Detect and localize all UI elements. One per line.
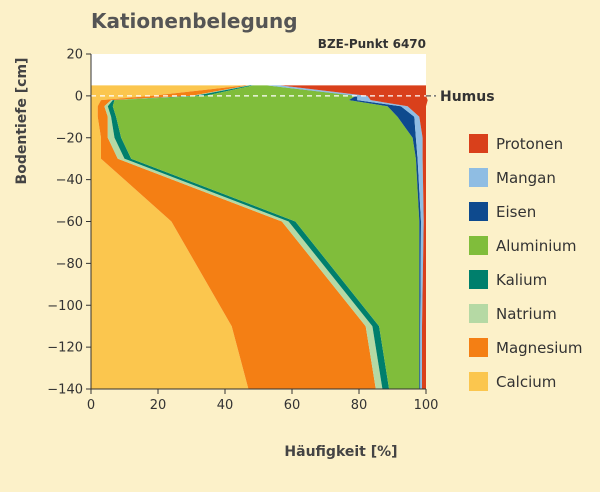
axes: 0 20 40 60 80 100 20 0 −20 −40 −60 −80 −100 −120 −140	[47, 48, 438, 414]
series-area-calcium	[91, 85, 249, 390]
legend-label-aluminium: Aluminium	[496, 237, 577, 255]
legend-label-eisen: Eisen	[496, 203, 536, 221]
legend-label-calcium: Calcium	[496, 373, 556, 391]
chart-title: Kationenbelegung	[91, 9, 298, 33]
y-axis-label: Bodentiefe [cm]	[14, 58, 30, 185]
y-tick-label: −120	[47, 341, 83, 356]
x-tick-label: 0	[87, 398, 95, 413]
x-tick-label: 100	[414, 398, 439, 413]
plot-area: Humus	[91, 54, 495, 390]
legend-swatch-kalium	[469, 270, 488, 289]
legend-swatch-eisen	[469, 202, 488, 221]
y-tick-label: −140	[47, 383, 83, 398]
legend-label-kalium: Kalium	[496, 271, 547, 289]
chart-subtitle: BZE-Punkt 6470	[318, 37, 426, 51]
legend: Protonen Mangan Eisen Aluminium Kalium Natriu…	[469, 134, 583, 391]
legend-swatch-magnesium	[469, 338, 488, 357]
x-tick-label: 20	[150, 398, 167, 413]
y-tick-label: −40	[56, 173, 83, 188]
legend-label-protonen: Protonen	[496, 135, 563, 153]
legend-label-natrium: Natrium	[496, 305, 557, 323]
series-area-magnesium	[97, 85, 376, 390]
series-area-eisen	[266, 85, 421, 390]
y-tick-label: −60	[56, 215, 83, 230]
legend-swatch-aluminium	[469, 236, 488, 255]
legend-label-magnesium: Magnesium	[496, 339, 583, 357]
y-tick-label: −100	[47, 299, 83, 314]
x-tick-label: 60	[284, 398, 301, 413]
humus-label: Humus	[440, 89, 495, 105]
x-tick-label: 80	[351, 398, 368, 413]
series-area-aluminium	[112, 85, 420, 390]
x-axis-label: Häufigkeit [%]	[284, 444, 397, 460]
y-tick-label: 0	[75, 89, 83, 104]
legend-label-mangan: Mangan	[496, 169, 556, 187]
x-tick-label: 40	[217, 398, 234, 413]
y-tick-label: −20	[56, 131, 83, 146]
legend-swatch-mangan	[469, 168, 488, 187]
legend-swatch-natrium	[469, 304, 488, 323]
y-tick-label: −80	[56, 257, 83, 272]
legend-swatch-protonen	[469, 134, 488, 153]
y-tick-label: 20	[66, 48, 83, 63]
legend-swatch-calcium	[469, 372, 488, 391]
